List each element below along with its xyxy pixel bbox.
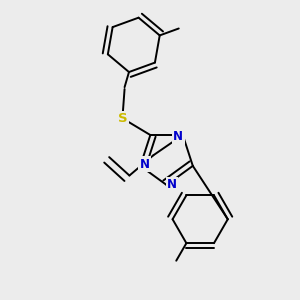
Text: N: N — [140, 158, 150, 171]
Text: S: S — [118, 112, 128, 125]
Text: N: N — [173, 130, 183, 143]
Text: N: N — [167, 178, 177, 191]
